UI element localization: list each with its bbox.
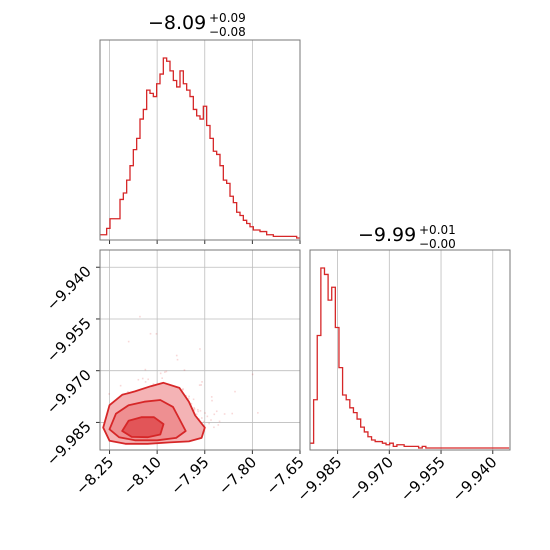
joint-ytick-label: −9.955 <box>43 314 95 366</box>
joint-sample-point <box>201 417 203 419</box>
param1-xtick-label: −9.940 <box>449 453 501 505</box>
joint-frame <box>99 249 301 451</box>
param1-title: −9.99 <box>358 224 416 246</box>
joint-sample-point <box>119 384 122 387</box>
joint-sample-point <box>127 390 129 393</box>
joint-contours <box>102 381 206 445</box>
param1-title-upper: +0.01 <box>419 223 456 237</box>
param0-histogram-panel: −8.09 +0.09 −0.08 <box>99 11 301 244</box>
joint-sample-point <box>199 410 202 412</box>
joint-sample-point <box>127 340 130 343</box>
joint-sample-point <box>185 394 187 397</box>
joint-ytick-label: −9.940 <box>43 262 95 314</box>
joint-sample-point <box>193 408 196 410</box>
joint-sample-point <box>215 410 218 413</box>
joint-sample-point <box>108 393 110 395</box>
joint-sample-point <box>203 420 205 423</box>
joint-sample-point <box>159 372 162 375</box>
joint-sample-point <box>197 410 199 413</box>
joint-sample-point <box>161 377 163 379</box>
joint-sample-point <box>141 377 144 380</box>
joint-sample-point <box>217 424 220 426</box>
joint-sample-point <box>144 368 147 371</box>
joint-sample-point <box>201 381 203 383</box>
param0-histogram-line <box>100 57 300 239</box>
joint-sample-point <box>210 396 213 398</box>
joint-sample-point <box>234 390 236 393</box>
joint-sample-point <box>193 409 196 412</box>
joint-sample-point <box>193 406 195 409</box>
joint-sample-point <box>211 399 213 402</box>
joint-sample-point <box>199 348 201 350</box>
param1-title-median: −9.99 <box>358 224 416 246</box>
joint-sample-point <box>139 315 141 318</box>
param0-ticks <box>109 240 301 244</box>
param1-xtick-label: −9.955 <box>397 453 449 505</box>
joint-xtick-label: −7.80 <box>215 453 260 498</box>
joint-sample-point <box>149 332 152 335</box>
joint-ytick-label: −9.985 <box>43 418 95 470</box>
joint-ticks: −8.25 −8.10 −7.95 −7.80 −7.65−9.940−9.955−9.… <box>43 262 308 498</box>
joint-sample-point <box>190 402 193 405</box>
joint-xtick-label: −7.95 <box>167 453 212 498</box>
joint-sample-point <box>188 395 190 398</box>
joint-density-panel: −8.25 −8.10 −7.95 −7.80 −7.65−9.940−9.955−9.… <box>43 249 308 498</box>
joint-sample-point <box>164 371 166 373</box>
joint-sample-point <box>176 358 179 361</box>
param0-title-upper: +0.09 <box>209 11 246 25</box>
joint-xtick-label: −8.10 <box>120 453 165 498</box>
joint-sample-point <box>183 369 186 371</box>
joint-sample-point <box>213 413 216 416</box>
param0-frame <box>99 39 301 241</box>
joint-sample-point <box>152 383 155 385</box>
joint-sample-point <box>251 373 254 376</box>
joint-sample-point <box>223 413 226 415</box>
joint-sample-point <box>192 398 195 401</box>
joint-sample-point <box>257 412 259 414</box>
joint-sample-point <box>200 384 202 386</box>
param0-title: −8.09 <box>148 12 206 34</box>
joint-sample-point <box>206 415 209 418</box>
param1-frame <box>309 249 511 451</box>
joint-sample-point <box>182 388 184 390</box>
param0-title-median: −8.09 <box>148 12 206 34</box>
joint-sample-point <box>208 422 210 425</box>
joint-sample-point <box>204 412 206 414</box>
param1-title-lower: −0.00 <box>419 237 456 251</box>
joint-sample-point <box>137 378 140 381</box>
joint-sample-point <box>165 370 168 373</box>
joint-xtick-label: −8.25 <box>72 453 117 498</box>
param1-xtick-label: −9.970 <box>345 453 397 505</box>
param1-histogram-panel: −9.99 +0.01 −0.00 −9.985 −9.970 −9.955 −9.9… <box>293 223 511 505</box>
joint-sample-point <box>147 378 150 381</box>
joint-sample-point <box>175 354 178 357</box>
joint-sample-point <box>198 384 201 386</box>
joint-contour-inner <box>121 416 165 439</box>
joint-sample-point <box>210 419 212 421</box>
joint-sample-point <box>218 420 221 423</box>
joint-sample-point <box>195 413 198 416</box>
joint-ytick-label: −9.970 <box>43 366 95 418</box>
param1-ticks: −9.985 −9.970 −9.955 −9.940 <box>293 450 501 505</box>
joint-sample-point <box>197 408 199 411</box>
param0-grid <box>109 40 301 240</box>
joint-sample-point <box>144 381 147 383</box>
joint-sample-point <box>231 412 234 415</box>
joint-sample-point <box>181 388 184 391</box>
joint-sample-point <box>155 333 158 335</box>
param1-histogram-line <box>310 267 510 449</box>
joint-sample-point <box>187 397 190 400</box>
joint-sample-point <box>213 426 215 429</box>
param0-title-lower: −0.08 <box>209 25 246 39</box>
param1-grid <box>337 250 494 450</box>
